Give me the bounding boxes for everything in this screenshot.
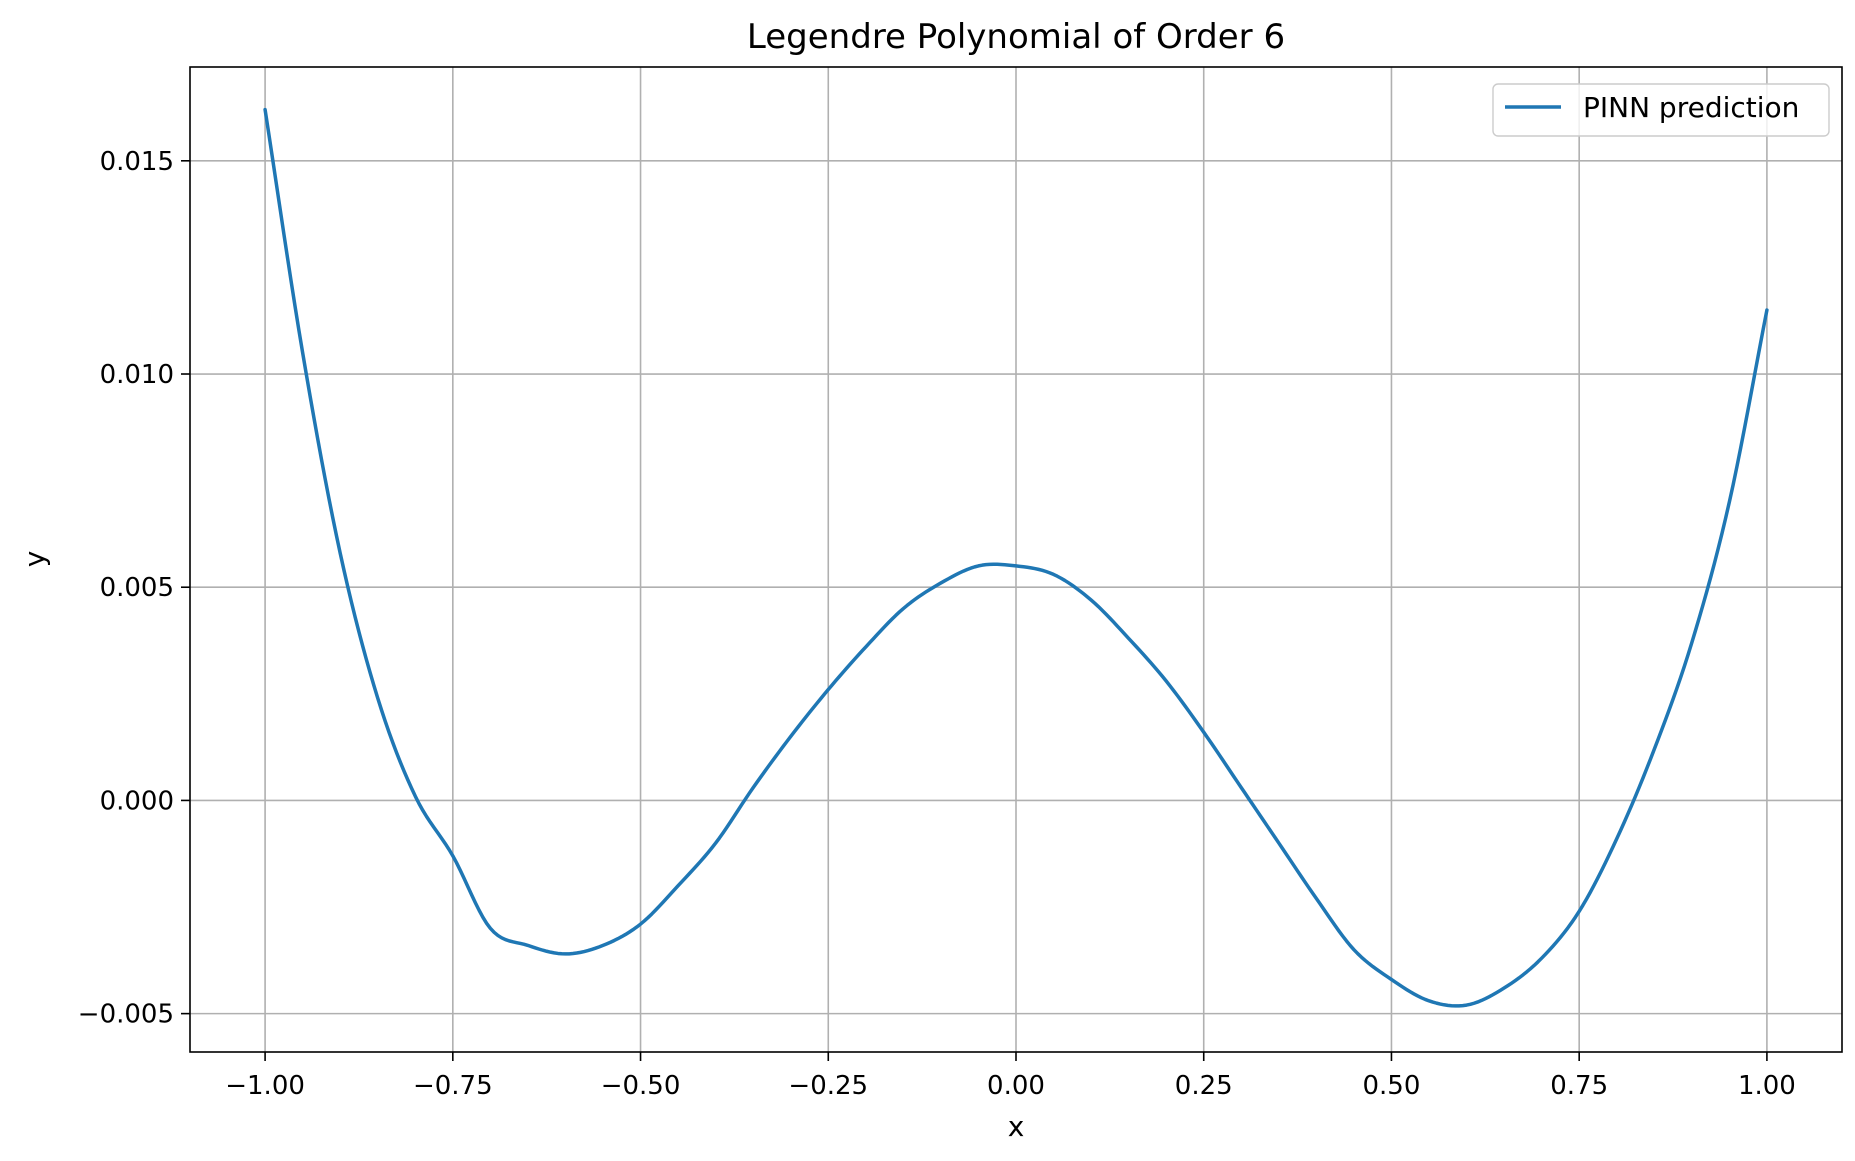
- x-tick-label: −1.00: [225, 1071, 305, 1101]
- chart-title: Legendre Polynomial of Order 6: [747, 17, 1285, 57]
- y-tick-label: 0.015: [100, 147, 174, 177]
- y-tick-label: 0.005: [100, 573, 174, 603]
- x-tick-label: 0.00: [987, 1071, 1045, 1101]
- x-axis-ticks: −1.00 −0.75 −0.50 −0.25 0.00 0.25 0.50 0.75 1.00: [225, 1052, 1796, 1101]
- legend-label: PINN prediction: [1583, 91, 1799, 124]
- x-tick-label: −0.75: [413, 1071, 493, 1101]
- y-axis-ticks: −0.005 0.000 0.005 0.010 0.015: [78, 147, 190, 1030]
- series-line-pinn-prediction: [263, 107, 1769, 1008]
- y-axis-label: y: [18, 551, 51, 568]
- y-tick-label: 0.000: [100, 786, 174, 816]
- legend-box: [1492, 83, 1830, 137]
- x-tick-label: −0.50: [601, 1071, 681, 1101]
- x-tick-label: 0.25: [1175, 1071, 1233, 1101]
- x-axis-label: x: [1008, 1110, 1025, 1143]
- series-layer: [263, 107, 1769, 1008]
- x-tick-label: 1.00: [1738, 1071, 1796, 1101]
- y-tick-label: −0.005: [78, 1000, 174, 1030]
- y-tick-label: 0.010: [100, 360, 174, 390]
- x-tick-label: 0.50: [1363, 1071, 1421, 1101]
- x-tick-label: −0.25: [788, 1071, 868, 1101]
- grid: [190, 67, 1842, 1052]
- x-tick-label: 0.75: [1550, 1071, 1608, 1101]
- legend: PINN prediction: [1492, 83, 1830, 137]
